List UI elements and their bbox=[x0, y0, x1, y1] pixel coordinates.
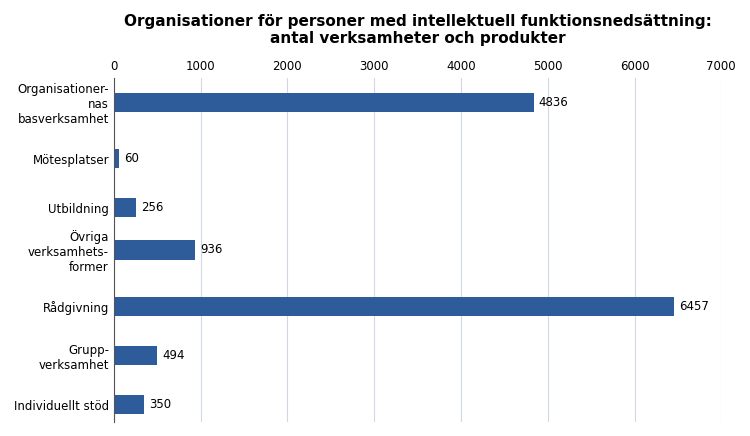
Bar bbox=[114, 198, 136, 218]
Text: 256: 256 bbox=[141, 201, 164, 215]
Bar bbox=[114, 346, 157, 365]
Bar bbox=[114, 395, 144, 414]
Text: 6457: 6457 bbox=[680, 300, 710, 313]
Text: 4836: 4836 bbox=[538, 96, 568, 109]
Bar bbox=[114, 240, 195, 259]
Bar bbox=[114, 296, 674, 316]
Text: 494: 494 bbox=[162, 349, 184, 362]
Bar bbox=[114, 149, 119, 168]
Text: 936: 936 bbox=[200, 243, 223, 256]
Bar bbox=[114, 93, 533, 112]
Title: Organisationer för personer med intellektuell funktionsnedsättning:
antal verksa: Organisationer för personer med intellek… bbox=[124, 14, 712, 46]
Text: 350: 350 bbox=[149, 398, 172, 411]
Text: 60: 60 bbox=[124, 152, 140, 165]
